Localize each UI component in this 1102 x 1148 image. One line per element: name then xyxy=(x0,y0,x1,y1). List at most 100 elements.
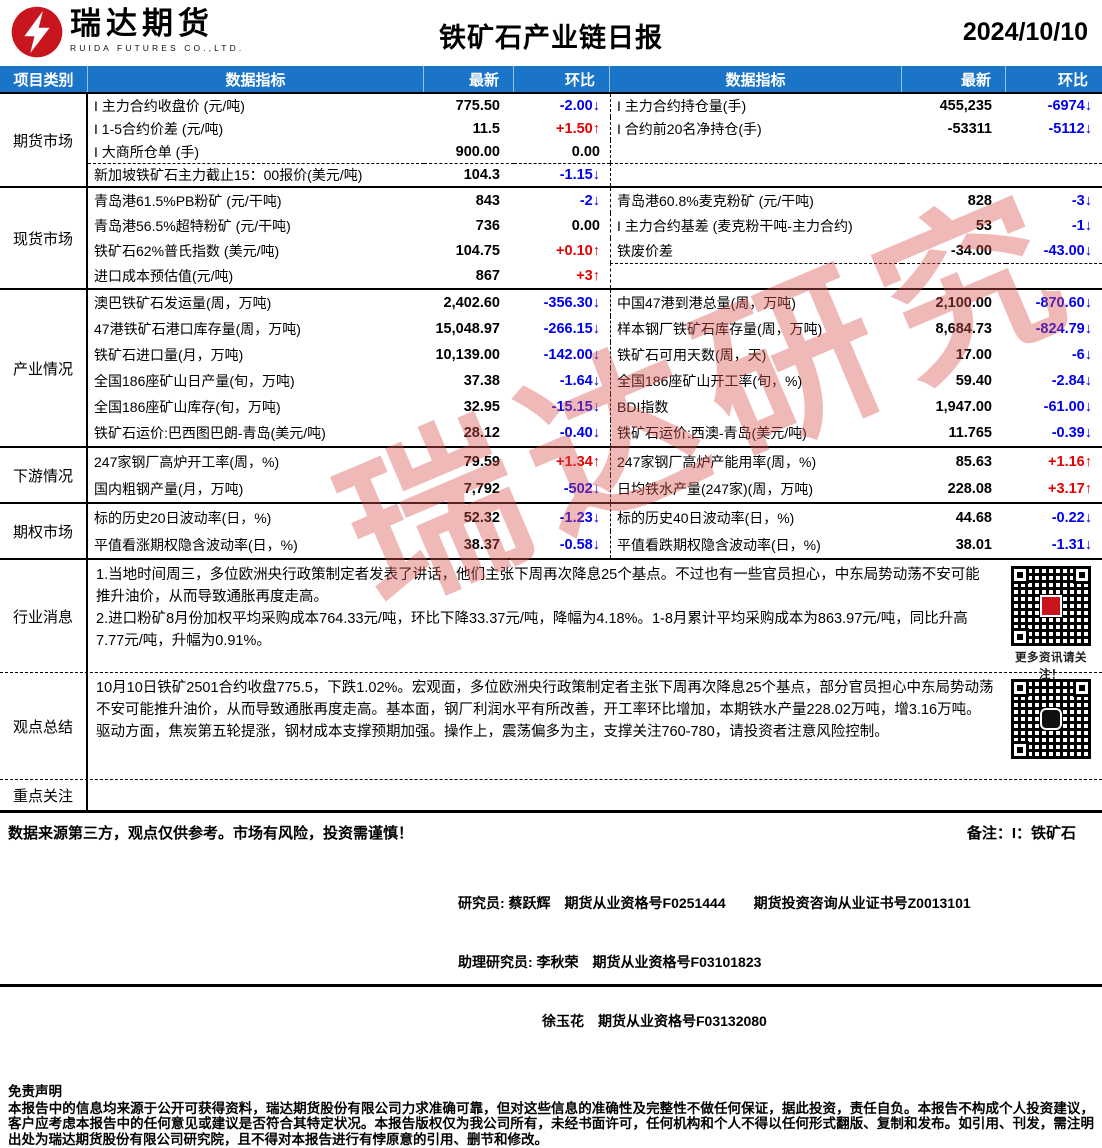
indicator-change: -2.00↓ xyxy=(559,97,600,114)
numeric-sections: 期货市场 I 主力合约收盘价 (元/吨) 775.50 -2.00↓ I 主力合约持仓量… xyxy=(0,92,1102,558)
indicator-change: -266.15↓ xyxy=(543,321,600,337)
indicator-label: 247家钢厂高炉开工率(周，%) xyxy=(94,453,280,470)
section-text: 10月10日铁矿2501合约收盘775.5，下跌1.02%。宏观面，多位欧洲央行… xyxy=(88,673,1102,779)
section-category: 重点关注 xyxy=(0,780,88,810)
indicator-change: +3↑ xyxy=(576,267,600,284)
indicator-change: -6974↓ xyxy=(1047,97,1092,114)
indicator-value: 59.40 xyxy=(955,373,992,389)
indicator-change: -356.30↓ xyxy=(543,295,600,311)
researcher-line: 徐玉花 期货从业资格号F03132080 xyxy=(458,1012,767,1029)
indicator-label: 标的历史40日波动率(日，%) xyxy=(610,504,902,531)
indicator-change: -3↓ xyxy=(1071,192,1092,209)
section-category: 观点总结 xyxy=(0,673,88,779)
logo-text: 瑞达期货 RUIDA FUTURES CO.,LTD. xyxy=(70,5,244,53)
indicator-label: 进口成本预估值(元/吨) xyxy=(94,267,234,284)
indicator-value: 37.38 xyxy=(463,373,500,389)
table-section: 期权市场 标的历史20日波动率(日，%) 52.32 -1.23↓ 标的历史40日波动率… xyxy=(0,502,1102,558)
indicator-value: 900.00 xyxy=(455,143,500,160)
company-logo: 瑞达期货 RUIDA FUTURES CO.,LTD. xyxy=(10,5,244,59)
table-section: 现货市场 青岛港61.5%PB粉矿 (元/干吨) 843 -2↓ 青岛港60.8%麦克粉… xyxy=(0,186,1102,288)
section-category: 行业消息 xyxy=(0,560,88,672)
ruida-logo-icon xyxy=(11,6,63,58)
section-category: 期权市场 xyxy=(0,504,88,558)
table-section: 期货市场 I 主力合约收盘价 (元/吨) 775.50 -2.00↓ I 主力合约持仓量… xyxy=(0,92,1102,186)
indicator-label: BDI指数 xyxy=(610,394,902,420)
indicator-value: 104.75 xyxy=(455,242,500,259)
researcher-info: 研究员: 蔡跃辉 期货从业资格号F0251444 期货投资咨询从业证书号Z001… xyxy=(458,855,1102,1071)
table-section: 观点总结 10月10日铁矿2501合约收盘775.5，下跌1.02%。宏观面，多位… xyxy=(0,672,1102,779)
indicator-value: 867 xyxy=(475,267,500,284)
indicator-label: I 1-5合约价差 (元/吨) xyxy=(94,120,224,137)
indicator-label: I 主力合约持仓量(手) xyxy=(610,94,902,117)
qr-block xyxy=(1005,679,1097,759)
text-sections: 行业消息 1.当地时间周三，多位欧洲央行政策制定者发表了讲话，他们主张下周再次降息… xyxy=(0,558,1102,810)
qr-caption: 更多资讯请关注！ xyxy=(1015,652,1087,682)
section-category: 下游情况 xyxy=(0,448,88,502)
paragraph: 10月10日铁矿2501合约收盘775.5，下跌1.02%。宏观面，多位欧洲央行… xyxy=(96,680,994,741)
remark-note: 备注：I：铁矿石 xyxy=(966,825,1076,842)
indicator-value: 104.3 xyxy=(424,163,514,186)
indicator-label: 247家钢厂高炉产能用率(周，%) xyxy=(610,448,902,475)
indicator-label: 样本钢厂铁矿石库存量(周，万吨) xyxy=(610,316,902,342)
indicator-change: +0.10↑ xyxy=(556,242,600,259)
indicator-label xyxy=(610,163,902,186)
qr-block: 更多资讯请关注！ xyxy=(1005,566,1097,685)
indicator-value: 2,100.00 xyxy=(935,295,992,311)
report-header: 瑞达期货 RUIDA FUTURES CO.,LTD. 铁矿石产业链日报 202… xyxy=(0,0,1102,64)
table-section: 重点关注 xyxy=(0,779,1102,810)
indicator-change: -2.84↓ xyxy=(1051,373,1092,389)
indicator-label: 新加坡铁矿石主力截止15：00报价(美元/吨) xyxy=(88,163,424,186)
indicator-label: 铁矿石62%普氏指数 (美元/吨) xyxy=(94,242,280,259)
indicator-change: -1.64↓ xyxy=(559,373,600,389)
indicator-change: -5112↓ xyxy=(1048,120,1092,137)
section-text: 1.当地时间周三，多位欧洲央行政策制定者发表了讲话，他们主张下周再次降息25个基… xyxy=(88,560,1102,681)
indicator-change: -0.22↓ xyxy=(1051,509,1092,526)
indicator-label: 澳巴铁矿石发运量(周，万吨) xyxy=(94,295,272,311)
indicator-change: 0.00 xyxy=(571,217,600,234)
indicator-change: 0.00 xyxy=(571,143,600,160)
report-footer: 数据来源第三方，观点仅供参考。市场有风险，投资需谨慎！ 备注：I：铁矿石 研究员… xyxy=(0,816,1102,1148)
indicator-value: 736 xyxy=(475,217,500,234)
indicator-value: 7,792 xyxy=(463,480,500,497)
indicator-value: 228.08 xyxy=(947,480,992,497)
indicator-value: 15,048.97 xyxy=(435,321,500,337)
brand-badge-icon xyxy=(1040,595,1062,617)
qr-code xyxy=(1011,679,1091,759)
indicator-label: 中国47港到港总量(周，万吨) xyxy=(610,290,902,316)
indicator-value xyxy=(902,140,1006,163)
indicator-label: I 主力合约基差 (麦克粉干吨-主力合约) xyxy=(610,213,902,238)
indicator-label: 平值看跌期权隐含波动率(日，%) xyxy=(610,531,902,558)
indicator-change: -43.00↓ xyxy=(1043,242,1092,259)
indicator-value: 32.95 xyxy=(463,399,500,415)
data-table: 项目类别 数据指标 最新 环比 数据指标 最新 环比 期货市场 I 主力合约收盘价… xyxy=(0,66,1102,813)
indicator-change xyxy=(1006,140,1102,163)
col-header-indicator-1: 数据指标 xyxy=(88,66,424,92)
indicator-value: 38.01 xyxy=(955,536,992,553)
indicator-label xyxy=(610,140,902,163)
indicator-label: 平值看涨期权隐含波动率(日，%) xyxy=(94,536,298,553)
indicator-value xyxy=(902,263,1006,288)
indicator-change: +1.50↑ xyxy=(556,120,600,137)
indicator-label: 青岛港56.5%超特粉矿 (元/干吨) xyxy=(94,217,291,234)
researcher-line: 研究员: 蔡跃辉 期货从业资格号F0251444 期货投资咨询从业证书号Z001… xyxy=(458,895,971,912)
indicator-value: 79.59 xyxy=(463,453,500,470)
indicator-label: 铁矿石进口量(月，万吨) xyxy=(94,347,244,363)
indicator-label xyxy=(610,263,902,288)
col-header-category: 项目类别 xyxy=(0,66,88,92)
indicator-change: +1.16↑ xyxy=(1048,453,1092,470)
indicator-change: -2↓ xyxy=(579,192,600,209)
section-category: 期货市场 xyxy=(0,94,88,186)
indicator-label: 全国186座矿山库存(旬，万吨) xyxy=(94,399,281,415)
indicator-change: -15.15↓ xyxy=(551,399,600,415)
indicator-value: 85.63 xyxy=(955,453,992,470)
indicator-label: 全国186座矿山日产量(旬，万吨) xyxy=(94,373,295,389)
indicator-value: 52.32 xyxy=(463,509,500,526)
researcher-line: 助理研究员: 李秋荣 期货从业资格号F03101823 xyxy=(458,953,762,970)
indicator-change: -1.23↓ xyxy=(559,509,600,526)
disclaimer-title: 免责声明 xyxy=(8,1083,62,1099)
indicator-value: 1,947.00 xyxy=(935,399,992,415)
indicator-value: 843 xyxy=(475,192,500,209)
section-category: 现货市场 xyxy=(0,188,88,288)
paragraph: 2.进口粉矿8月份加权平均采购成本764.33元/吨，环比下降33.37元/吨，… xyxy=(96,611,968,650)
page-title: 铁矿石产业链日报 xyxy=(439,23,663,53)
